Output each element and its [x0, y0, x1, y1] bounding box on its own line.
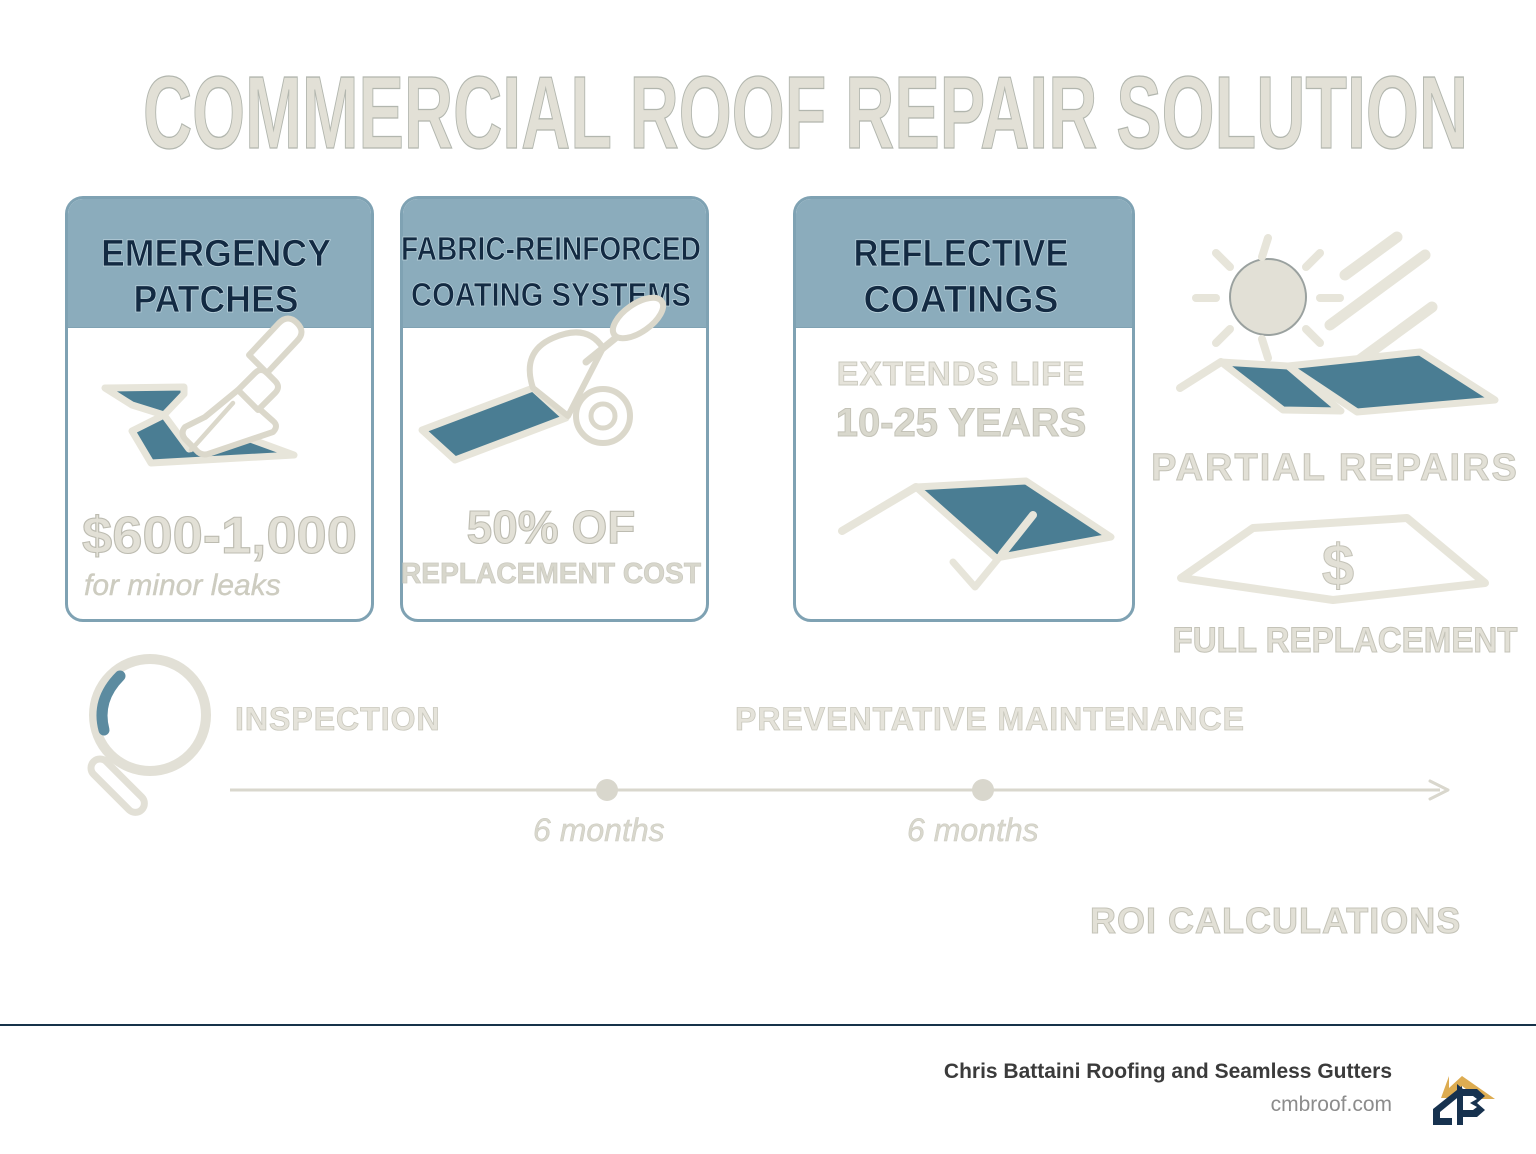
- svg-text:REPLACEMENT COST: REPLACEMENT COST: [401, 558, 701, 590]
- svg-text:$600-1,000: $600-1,000: [82, 507, 357, 565]
- svg-text:PREVENTATIVE MAINTENANCE: PREVENTATIVE MAINTENANCE: [735, 701, 1245, 737]
- svg-text:6 months: 6 months: [907, 812, 1039, 848]
- svg-text:6 months: 6 months: [533, 812, 665, 848]
- svg-text:50% OF: 50% OF: [467, 501, 636, 553]
- svg-text:10-25 YEARS: 10-25 YEARS: [836, 401, 1087, 445]
- svg-text:FULL REPLACEMENT: FULL REPLACEMENT: [1173, 621, 1518, 660]
- svg-text:ROI CALCULATIONS: ROI CALCULATIONS: [1090, 900, 1461, 941]
- svg-text:$: $: [1322, 533, 1354, 598]
- svg-text:INSPECTION: INSPECTION: [235, 701, 441, 737]
- svg-text:PARTIAL REPAIRS: PARTIAL REPAIRS: [1151, 447, 1519, 489]
- svg-text:for minor leaks: for minor leaks: [84, 569, 281, 602]
- svg-text:EXTENDS LIFE: EXTENDS LIFE: [837, 355, 1086, 392]
- svg-text:COMMERCIAL ROOF REPAIR SOLUTIO: COMMERCIAL ROOF REPAIR SOLUTION: [0, 0, 1536, 170]
